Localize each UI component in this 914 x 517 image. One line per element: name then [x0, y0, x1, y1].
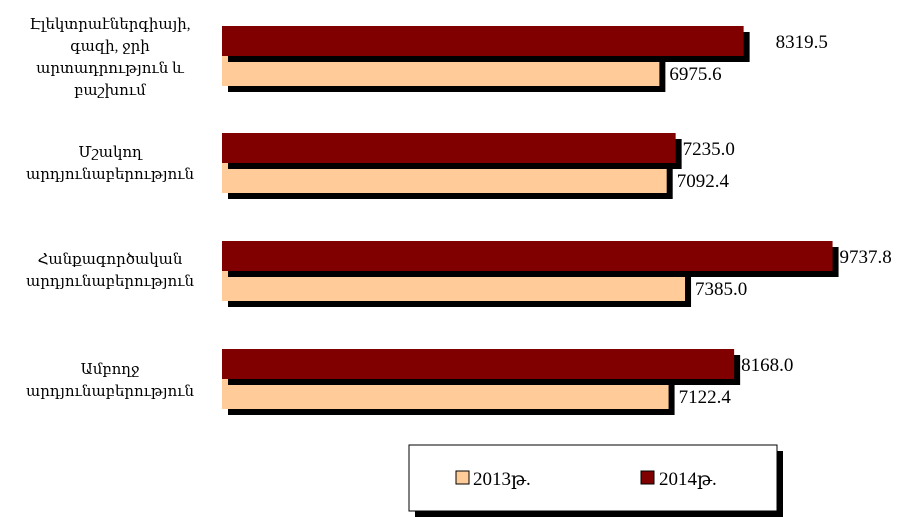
category-label-line: Հանքագործական	[38, 252, 183, 268]
labels-layer: 8319.5 6975.6 Էլեկտրաէներգիայի, գազի, ջրի ար…	[26, 17, 892, 408]
value-label-2013-0: 6975.6	[669, 64, 721, 85]
category-label-line: Ամբողջ	[81, 362, 140, 378]
category-label-line: բաշխում	[74, 83, 146, 99]
legend-box	[408, 444, 778, 512]
value-label-2013-3: 7122.4	[679, 387, 732, 408]
category-label-0: Էլեկտրաէներգիայի, գազի, ջրի արտադրություն …	[29, 17, 190, 99]
category-label-2: Հանքագործական արդյունաբերություն	[26, 252, 195, 290]
value-label-2013-1: 7092.4	[677, 171, 730, 192]
bar-2014-3	[222, 349, 735, 379]
bar-2014-0	[222, 26, 744, 56]
value-label-2014-1: 7235.0	[683, 139, 735, 160]
category-label-line: Մշակող	[78, 145, 143, 161]
category-label-line: արդյունաբերություն	[26, 384, 195, 400]
category-label-1: Մշակող արդյունաբերություն	[26, 145, 195, 183]
legend: 2013թ. 2014թ.	[408, 444, 783, 517]
legend-swatch-1	[640, 470, 655, 485]
bars-layer	[222, 26, 839, 415]
bar-2014-2	[222, 241, 833, 271]
value-label-2014-3: 8168.0	[741, 355, 793, 376]
category-label-line: գազի, ջրի	[70, 39, 150, 55]
value-label-2014-2: 9737.8	[840, 247, 892, 268]
value-label-2014-0: 8319.5	[776, 32, 828, 53]
category-label-line: արդյունաբերություն	[26, 167, 195, 183]
legend-label-1: 2014թ.	[659, 469, 717, 490]
bar-2014-1	[222, 133, 676, 163]
legend-label-0: 2013թ.	[473, 469, 531, 490]
category-label-line: արտադրություն և	[36, 61, 185, 77]
category-label-3: Ամբողջ արդյունաբերություն	[26, 362, 195, 400]
legend-swatch-0	[455, 470, 470, 485]
category-label-line: արդյունաբերություն	[26, 274, 195, 290]
value-label-2013-2: 7385.0	[695, 279, 747, 300]
category-label-line: Էլեկտրաէներգիայի,	[29, 17, 190, 33]
